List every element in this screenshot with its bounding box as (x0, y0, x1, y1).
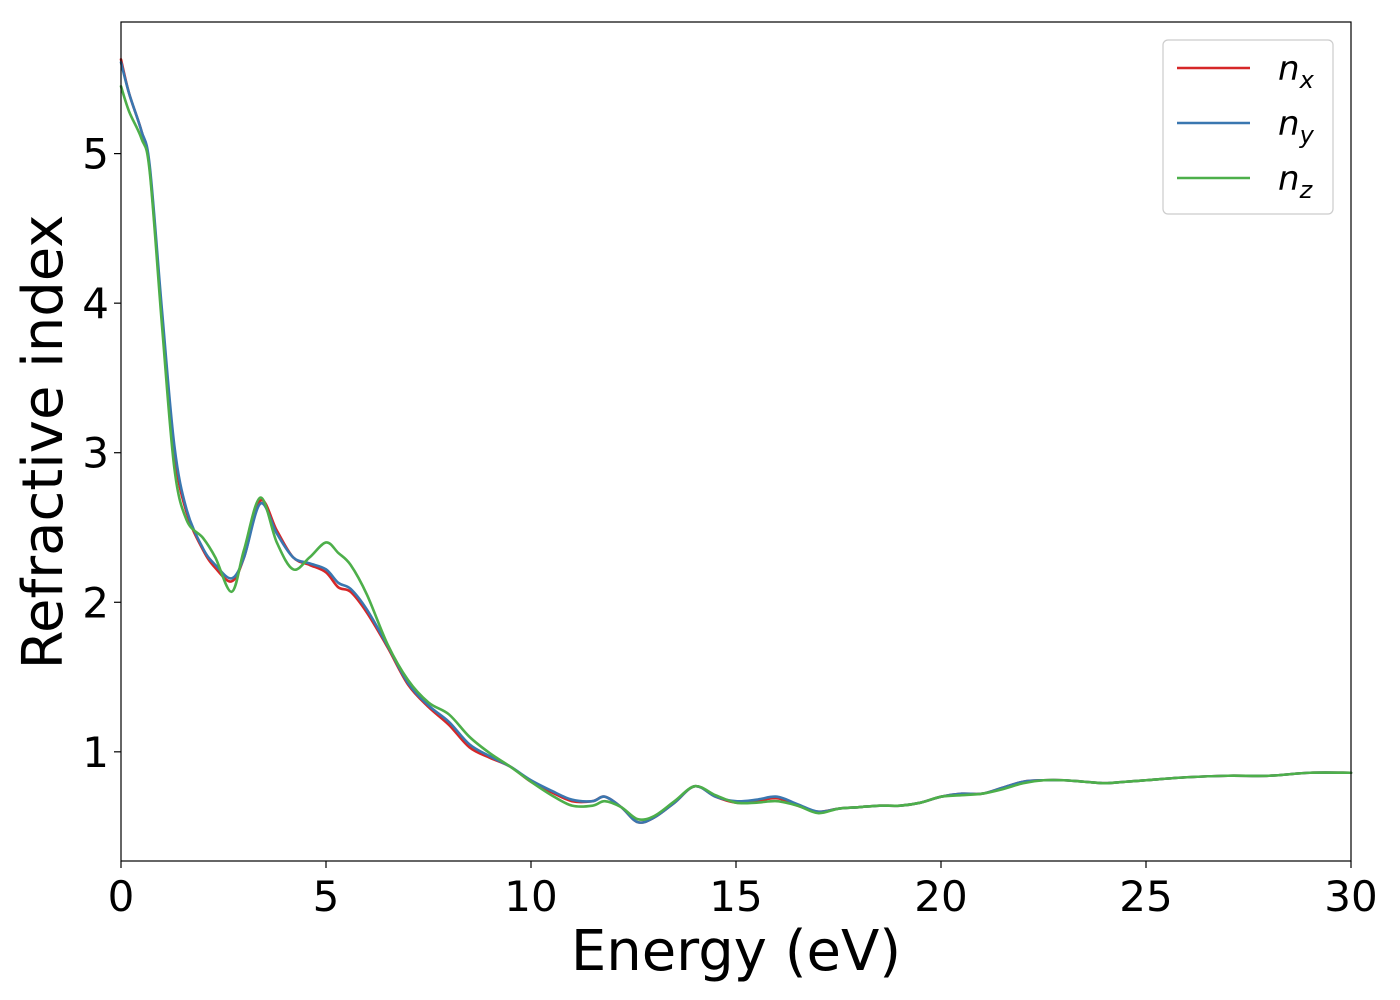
y-tick-label: 2 (82, 578, 109, 627)
x-tick-label: 20 (914, 872, 967, 921)
x-tick-label: 30 (1324, 872, 1377, 921)
legend-label-x: nx (1278, 49, 1315, 94)
x-axis-label: Energy (eV) (571, 919, 901, 984)
y-tick-label: 5 (82, 130, 109, 179)
x-tick-label: 5 (313, 872, 340, 921)
y-tick-label: 1 (82, 728, 109, 777)
y-axis-label: Refractive index (11, 215, 76, 670)
x-tick-label: 15 (709, 872, 762, 921)
legend-label-y: ny (1278, 104, 1315, 149)
x-tick-label: 0 (108, 872, 135, 921)
plot-area (119, 21, 1353, 862)
y-axis: 1 2 3 4 5 (82, 130, 121, 777)
x-tick-label: 10 (504, 872, 557, 921)
legend: nx ny nz (1162, 39, 1334, 215)
y-tick-label: 4 (82, 279, 109, 328)
legend-box (1162, 39, 1334, 215)
x-axis: 0 5 10 15 20 25 30 (108, 861, 1378, 921)
series-layer (119, 58, 1353, 824)
series-line-nz (119, 85, 1353, 822)
x-tick-label: 25 (1119, 872, 1172, 921)
legend-label-z: nz (1278, 159, 1314, 204)
y-tick-label: 3 (82, 429, 109, 478)
